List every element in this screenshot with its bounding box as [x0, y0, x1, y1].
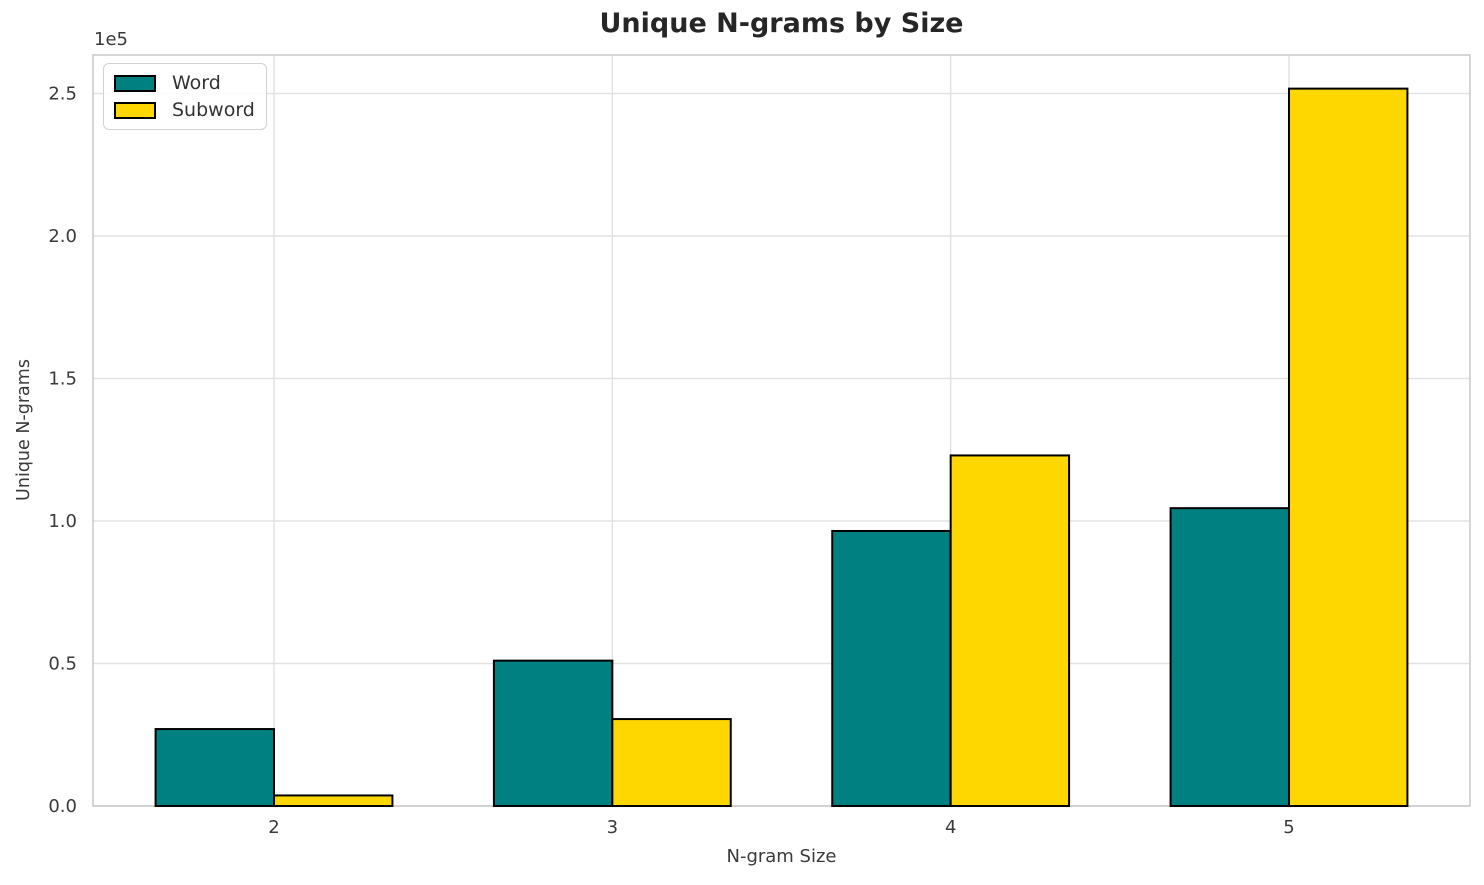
y-tick-label: 0.5 — [48, 653, 77, 674]
bar-word-2 — [154, 728, 276, 807]
bar-word-3 — [492, 659, 614, 807]
legend-entry-subword: Subword — [114, 98, 256, 121]
bar-word-5 — [1169, 507, 1290, 807]
y-tick-label: 0.0 — [48, 796, 77, 817]
bar-subword-5 — [1287, 87, 1409, 808]
y-tick-label: 1.5 — [48, 368, 77, 389]
bar-word-4 — [831, 529, 952, 807]
legend: Word Subword — [103, 63, 267, 130]
word-series-swatch-icon — [114, 74, 156, 92]
chart-title: Unique N-grams by Size — [599, 8, 964, 39]
y-tick-label: 1.0 — [48, 511, 77, 532]
x-axis-label: N-gram Size — [726, 846, 837, 867]
bar-subword-3 — [611, 718, 732, 807]
x-tick-label: 4 — [945, 817, 956, 838]
legend-label-word: Word — [172, 71, 221, 94]
y-axis-label: Unique N-grams — [14, 359, 34, 501]
bar-subword-4 — [949, 454, 1071, 807]
y-tick-label: 2.0 — [48, 226, 77, 247]
legend-entry-word: Word — [114, 71, 256, 94]
x-tick-label: 2 — [268, 817, 279, 838]
legend-label-subword: Subword — [172, 98, 255, 121]
x-tick-label: 5 — [1283, 817, 1294, 838]
y-tick-label: 2.5 — [48, 83, 77, 104]
bar-subword-2 — [273, 794, 394, 808]
axes-spines — [92, 54, 1471, 807]
subword-series-swatch-icon — [114, 101, 156, 119]
x-tick-label: 3 — [607, 817, 618, 838]
y-axis-offset-label: 1e5 — [94, 29, 128, 50]
